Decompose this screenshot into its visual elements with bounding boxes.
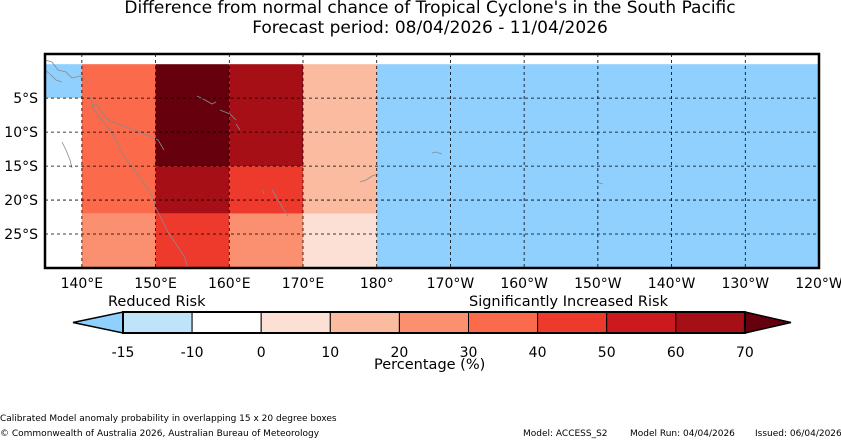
- copyright: © Commonwealth of Australia 2026, Austra…: [0, 429, 320, 439]
- coastline: [61, 141, 73, 169]
- colorbar-tick-label: 20: [390, 345, 408, 361]
- colorbar-tick-label: -10: [181, 345, 204, 361]
- anomaly-cell: [229, 166, 303, 214]
- coastline: [235, 123, 241, 131]
- colorbar-segment: [468, 311, 539, 334]
- longitude-label: 130°W: [721, 276, 769, 292]
- longitude-label: 160°E: [208, 276, 251, 292]
- anomaly-cell: [81, 213, 156, 268]
- longitude-label: 140°E: [61, 276, 104, 292]
- colorbar-tick-label: 70: [736, 345, 754, 361]
- anomaly-cell: [303, 213, 377, 268]
- coastline: [261, 189, 265, 195]
- colorbar-segment: [675, 311, 746, 334]
- colorbar-extend-low: [72, 311, 124, 334]
- colorbar-segment: [398, 311, 469, 334]
- colorbar-tick-label: 0: [257, 345, 266, 361]
- colorbar-segment: [191, 311, 262, 334]
- colorbar-tick-label: 50: [598, 345, 616, 361]
- anomaly-cell: [229, 64, 303, 167]
- latitude-label: 25°S: [4, 227, 38, 243]
- model-name: Model: ACCESS_S2: [523, 429, 608, 439]
- coastline: [44, 59, 89, 83]
- colorbar-tick-label: 60: [667, 345, 685, 361]
- map-frame: [43, 52, 821, 270]
- anomaly-cell: [45, 64, 82, 99]
- risk-map: 5°S 10°S 15°S 20°S 25°S 140°E 150°E 160°E 170°E…: [4, 52, 841, 361]
- longitude-label: 120°W: [795, 276, 841, 292]
- longitude-label: 180°: [360, 276, 394, 292]
- latitude-label: 5°S: [13, 91, 38, 107]
- colorbar-outline: [122, 311, 746, 334]
- colorbar-tick-label: 40: [529, 345, 547, 361]
- model-run: Model Run: 04/04/2026: [630, 429, 735, 439]
- coastline: [431, 151, 443, 155]
- forecast-period: Forecast period: 08/04/2026 - 11/04/2026: [252, 18, 608, 38]
- anomaly-cell: [155, 213, 230, 268]
- coastline: [271, 189, 289, 217]
- longitude-label: 160°W: [500, 276, 548, 292]
- colorbar-extend-high: [744, 311, 792, 334]
- coastline: [219, 109, 237, 121]
- longitude-label: 140°W: [648, 276, 696, 292]
- coastline: [44, 69, 63, 83]
- colorbar-tick-label: 30: [460, 345, 478, 361]
- longitude-label: 170°E: [282, 276, 325, 292]
- latitude-label: 10°S: [4, 125, 38, 141]
- colorbar-tick-label: 10: [321, 345, 339, 361]
- colorbar-segment: [537, 311, 608, 334]
- coastline: [90, 103, 165, 151]
- anomaly-cell: [229, 213, 303, 268]
- longitude-label: 150°W: [574, 276, 622, 292]
- anomaly-cell: [155, 166, 230, 214]
- colorbar-segment: [122, 311, 193, 334]
- colorbar-xlabel: Percentage (%): [374, 357, 486, 373]
- anomaly-cell: [81, 64, 156, 214]
- coastline: [359, 173, 379, 183]
- colorbar-segment: [329, 311, 400, 334]
- colorbar-tick-label: -15: [112, 345, 135, 361]
- coastline: [598, 182, 604, 185]
- colorbar-segment: [260, 311, 331, 334]
- reduced-risk-label: Reduced Risk: [108, 294, 206, 310]
- longitude-label: 170°W: [427, 276, 475, 292]
- issued-date: Issued: 06/04/2026: [755, 429, 841, 439]
- anomaly-cell: [155, 64, 230, 167]
- method-note: Calibrated Model anomaly probability in …: [0, 414, 337, 424]
- increased-risk-label: Significantly Increased Risk: [469, 294, 668, 310]
- anomaly-cell: [45, 98, 82, 269]
- latitude-label: 15°S: [4, 159, 38, 175]
- map-title: Difference from normal chance of Tropica…: [124, 0, 736, 18]
- latitude-label: 20°S: [4, 193, 38, 209]
- longitude-label: 150°E: [134, 276, 177, 292]
- anomaly-cell: [303, 64, 377, 214]
- colorbar-segment: [606, 311, 677, 334]
- coastline: [89, 95, 189, 269]
